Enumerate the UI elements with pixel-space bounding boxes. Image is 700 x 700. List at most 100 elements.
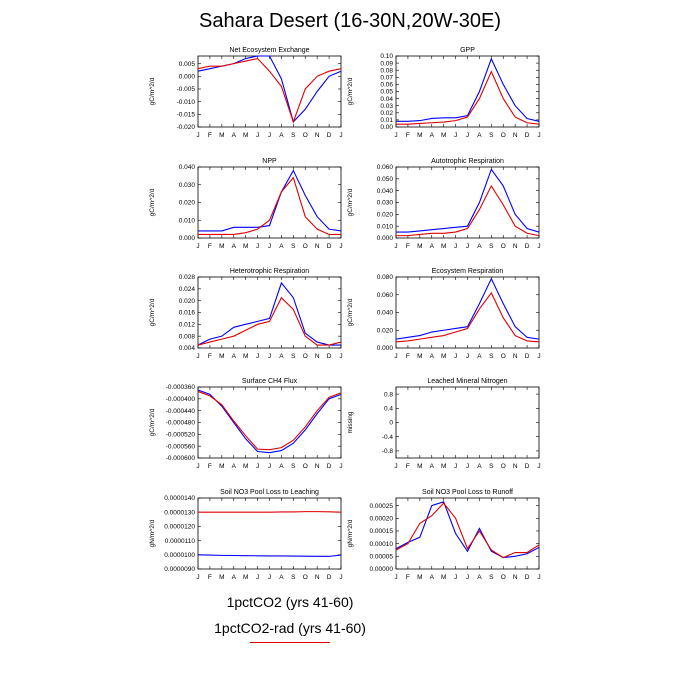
y-tick-label: 0.07 [380,75,393,82]
x-tick-label: J [256,463,259,470]
x-tick-label: M [219,463,224,470]
panel-2: GPP0.000.010.020.030.040.050.060.070.080… [347,47,541,139]
x-tick-label: S [291,574,296,581]
legend-entry-red: 1pctCO2-rad (yrs 41-60) [214,620,366,636]
panel-title: Heterotrophic Respiration [230,268,309,275]
x-tick-label: F [406,353,410,360]
y-tick-label: 0.0000090 [164,566,195,573]
x-tick-label: D [327,353,332,360]
x-tick-label: J [196,574,199,581]
x-tick-label: J [256,574,259,581]
y-tick-label: 0.02 [380,110,393,117]
y-tick-label: 0 [389,420,393,427]
series-line-blue [198,169,342,232]
x-tick-label: O [501,574,506,581]
y-axis-label: gC/m^2/d [347,188,354,216]
x-tick-label: J [454,463,457,470]
x-tick-label: O [303,574,308,581]
x-tick-label: F [406,132,410,139]
x-tick-label: F [208,132,212,139]
x-tick-label: A [279,574,284,581]
x-tick-label: D [525,463,530,470]
y-tick-label: 0.010 [377,223,394,230]
x-tick-label: J [466,353,469,360]
x-tick-label: M [417,463,422,470]
x-tick-label: J [196,463,199,470]
y-axis-label: gN/m^2/d [149,519,156,547]
x-tick-label: M [219,243,224,250]
y-tick-label: 0.0000100 [164,552,195,559]
y-axis-label: gC/m^2/d [149,408,156,436]
x-tick-label: N [513,132,518,139]
y-tick-label: -0.000520 [166,432,196,439]
x-tick-label: J [256,243,259,250]
series-line-red [198,176,341,235]
y-axis-label: gC/m^2/d [149,298,156,326]
x-tick-label: N [315,353,320,360]
x-tick-label: O [303,463,308,470]
x-tick-label: J [466,243,469,250]
y-tick-label: 0.040 [179,164,196,171]
x-tick-label: M [243,243,248,250]
y-tick-label: 0.050 [377,176,394,183]
panel-9: Soil NO3 Pool Loss to Leaching 0.0000090 0… [149,489,343,581]
x-tick-label: M [243,574,248,581]
x-tick-label: D [327,132,332,139]
y-tick-label: 0.05 [380,89,393,96]
x-tick-label: F [208,353,212,360]
x-tick-label: J [454,353,457,360]
y-tick-label: 0.030 [377,200,394,207]
x-tick-label: S [489,353,494,360]
x-tick-label: F [406,574,410,581]
x-tick-label: S [489,243,494,250]
y-tick-label: 0.024 [179,286,196,293]
series-line-red [197,296,342,346]
y-tick-label: 0.4 [384,406,393,413]
y-tick-label: 0.010 [179,217,196,224]
x-tick-label: J [394,353,397,360]
y-tick-label: 0.000 [179,235,196,242]
x-tick-label: A [232,353,237,360]
y-tick-label: 0.016 [179,310,196,317]
series-line-blue [197,389,342,454]
panel-title: Surface CH4 Flux [242,378,298,385]
x-tick-label: J [466,132,469,139]
x-tick-label: O [501,463,506,470]
x-tick-label: J [196,243,199,250]
panel-frame [395,386,540,459]
x-tick-label: J [339,463,342,470]
y-tick-label: 0.020 [179,200,196,207]
y-tick-label: 0.040 [377,188,394,195]
x-tick-label: J [394,574,397,581]
panel-frame [197,166,342,239]
series-line-blue [197,554,342,557]
y-axis-label: gC/m^2/d [149,77,156,105]
y-tick-label: 0.080 [377,274,394,281]
panel-6: Ecosystem Respiration 0.000 0.020 0.040 0.06… [347,268,541,360]
x-tick-label: S [291,132,296,139]
y-tick-label: -0.010 [177,99,196,106]
x-tick-label: A [430,574,435,581]
figure-title: Sahara Desert (16-30N,20W-30E) [199,10,501,32]
y-tick-label: -0.005 [177,86,196,93]
x-tick-label: D [525,132,530,139]
x-tick-label: D [327,574,332,581]
x-tick-label: D [327,463,332,470]
x-tick-label: D [525,243,530,250]
x-tick-label: F [406,463,410,470]
x-tick-label: S [291,243,296,250]
series-line-red [395,502,540,559]
x-tick-label: F [406,243,410,250]
y-tick-label: 0.00000 [370,566,394,573]
x-tick-label: M [441,353,446,360]
x-tick-label: M [219,132,224,139]
panel-frame [395,497,540,570]
x-tick-label: S [489,463,494,470]
x-tick-label: J [537,132,540,139]
y-tick-label: 0.008 [179,333,196,340]
x-tick-label: A [279,132,284,139]
x-tick-label: J [256,353,259,360]
x-tick-label: A [477,243,482,250]
